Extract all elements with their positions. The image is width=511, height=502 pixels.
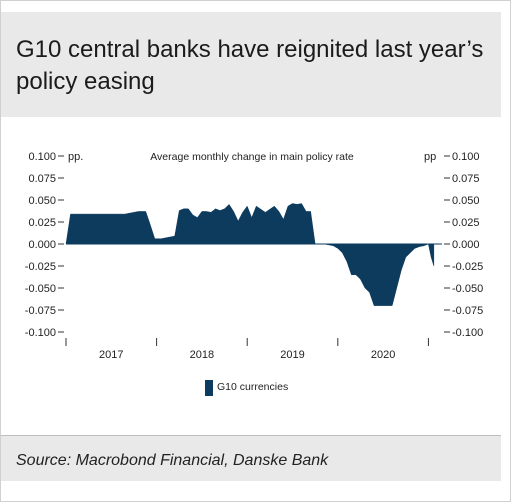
x-tick-label: 2017 xyxy=(99,349,123,361)
chart-title: Average monthly change in main policy ra… xyxy=(150,151,354,163)
y-tick-label-right: -0.100 xyxy=(452,327,483,339)
source-band xyxy=(1,435,501,481)
y-unit-left: pp. xyxy=(68,151,83,163)
legend-label: G10 currencies xyxy=(217,381,288,393)
y-tick-label-left: 0.025 xyxy=(28,217,56,229)
y-tick-label-right: -0.025 xyxy=(452,261,483,273)
source-note: Source: Macrobond Financial, Danske Bank xyxy=(16,452,329,469)
y-tick-label-left: -0.025 xyxy=(25,261,56,273)
y-tick-label-right: -0.075 xyxy=(452,305,483,317)
y-tick-label-right: 0.000 xyxy=(452,239,480,251)
x-tick-label: 2018 xyxy=(190,349,214,361)
y-tick-label-left: 0.000 xyxy=(28,239,56,251)
y-tick-label-right: 0.025 xyxy=(452,217,480,229)
y-tick-label-right: -0.050 xyxy=(452,283,483,295)
x-tick-label: 2020 xyxy=(371,349,395,361)
page-title: G10 central banks have reignited last ye… xyxy=(16,36,484,95)
y-tick-label-left: -0.050 xyxy=(25,283,56,295)
x-tick-label: 2019 xyxy=(280,349,304,361)
legend-swatch xyxy=(205,380,213,396)
y-unit-right: pp xyxy=(424,151,436,163)
y-tick-label-right: 0.050 xyxy=(452,195,480,207)
y-tick-label-right: 0.075 xyxy=(452,173,480,185)
y-tick-label-right: 0.100 xyxy=(452,151,480,163)
chart-container: -0.100 -0.100 -0.075 -0.075 -0.050 -0.050 -0.0… xyxy=(0,140,511,430)
y-tick-label-left: -0.075 xyxy=(25,305,56,317)
y-tick-label-left: -0.100 xyxy=(25,327,56,339)
area-series-0 xyxy=(65,203,435,306)
y-tick-label-left: 0.075 xyxy=(28,173,56,185)
title-band xyxy=(1,12,501,117)
y-tick-label-left: 0.100 xyxy=(28,151,56,163)
chart-svg: -0.100 -0.100 -0.075 -0.075 -0.050 -0.050 -0.0… xyxy=(25,151,483,396)
y-tick-label-left: 0.050 xyxy=(28,195,56,207)
